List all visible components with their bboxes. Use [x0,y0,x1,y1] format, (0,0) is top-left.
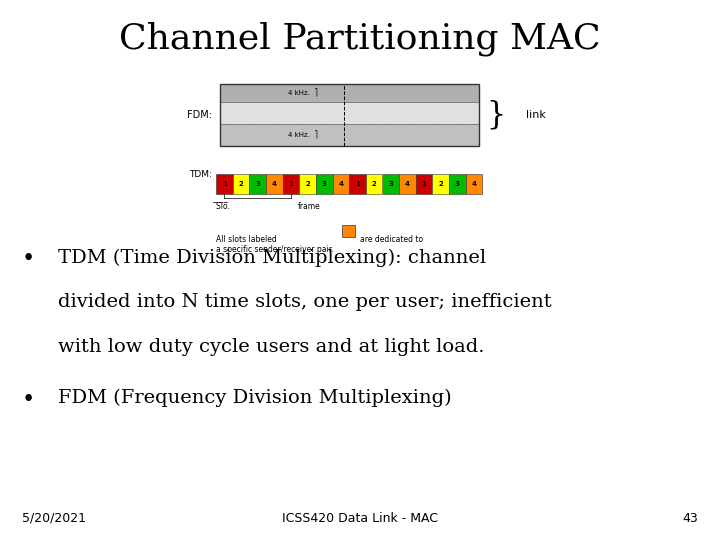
Bar [316,174,333,194]
Text: ̅S̅l̅o̅.: ̅S̅l̅o̅. [217,202,231,211]
Text: frame: frame [298,202,321,211]
Bar [220,84,479,146]
Bar [449,174,466,194]
Text: link: link [526,110,546,120]
Text: 4 kHz.  ⎤: 4 kHz. ⎤ [287,89,318,97]
Text: 2: 2 [372,181,377,187]
Bar [366,174,382,194]
Text: 1: 1 [289,181,293,187]
Text: FDM:: FDM: [187,110,212,120]
Text: 4: 4 [472,181,477,187]
Text: 4: 4 [338,181,343,187]
Bar [416,174,433,194]
Bar [249,174,266,194]
Text: a specific sender/receiver pair.: a specific sender/receiver pair. [216,245,333,254]
Bar [433,174,449,194]
Bar [349,174,366,194]
Bar [342,225,355,237]
Text: Channel Partitioning MAC: Channel Partitioning MAC [120,22,600,56]
Bar [300,174,316,194]
Bar [220,124,479,146]
Bar [282,174,300,194]
Text: 43: 43 [683,512,698,525]
Bar [266,174,283,194]
Text: 4 kHz.  ⎤: 4 kHz. ⎤ [287,131,318,139]
Text: FDM (Frequency Division Multiplexing): FDM (Frequency Division Multiplexing) [58,389,451,407]
Text: All slots labeled: All slots labeled [216,235,276,244]
Text: TDM:: TDM: [189,170,212,179]
Text: •: • [22,389,35,411]
Text: 4: 4 [405,181,410,187]
Text: 2: 2 [238,181,243,187]
Text: 2: 2 [305,181,310,187]
Text: 2: 2 [438,181,443,187]
Text: 4: 4 [271,181,276,187]
Bar [220,102,479,124]
Text: •: • [22,248,35,271]
Text: 1: 1 [355,181,360,187]
Text: }: } [486,99,505,130]
Bar [382,174,399,194]
Bar [399,174,416,194]
Text: TDM (Time Division Multiplexing): channel: TDM (Time Division Multiplexing): channe… [58,248,486,267]
Text: 1: 1 [422,181,426,187]
Text: are dedicated to: are dedicated to [360,235,423,244]
Text: with low duty cycle users and at light load.: with low duty cycle users and at light l… [58,338,484,356]
Bar [216,174,233,194]
Text: 3: 3 [455,181,460,187]
Text: 3: 3 [255,181,260,187]
Bar [333,174,349,194]
Text: 3: 3 [388,181,393,187]
Text: divided into N time slots, one per user; inefficient: divided into N time slots, one per user;… [58,293,552,311]
Text: 3: 3 [322,181,327,187]
Text: 5/20/2021: 5/20/2021 [22,512,86,525]
Text: 1: 1 [222,181,227,187]
Bar [466,174,482,194]
Bar [233,174,249,194]
Text: ICSS420 Data Link - MAC: ICSS420 Data Link - MAC [282,512,438,525]
Bar [220,84,479,102]
